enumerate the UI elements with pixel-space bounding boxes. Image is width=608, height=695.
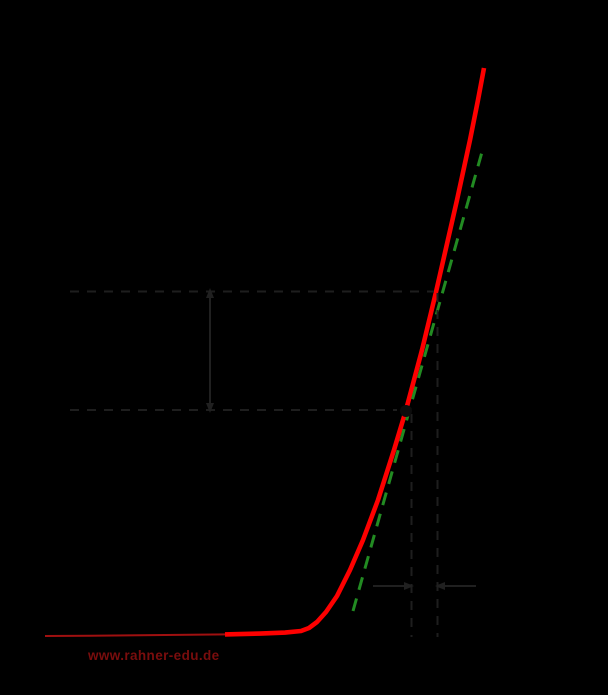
tangent-line (351, 151, 484, 612)
delta-u-arrowhead-left (435, 582, 445, 590)
delta-u-arrowhead-right (404, 582, 414, 590)
delta-i-arrowhead-down (206, 403, 214, 413)
diode-curve-flat (44, 633, 227, 637)
working-point-dot (400, 405, 412, 417)
watermark-text: www.rahner-edu.de (88, 648, 220, 663)
diode-curve (224, 67, 487, 637)
delta-i-arrowhead-up (206, 288, 214, 298)
